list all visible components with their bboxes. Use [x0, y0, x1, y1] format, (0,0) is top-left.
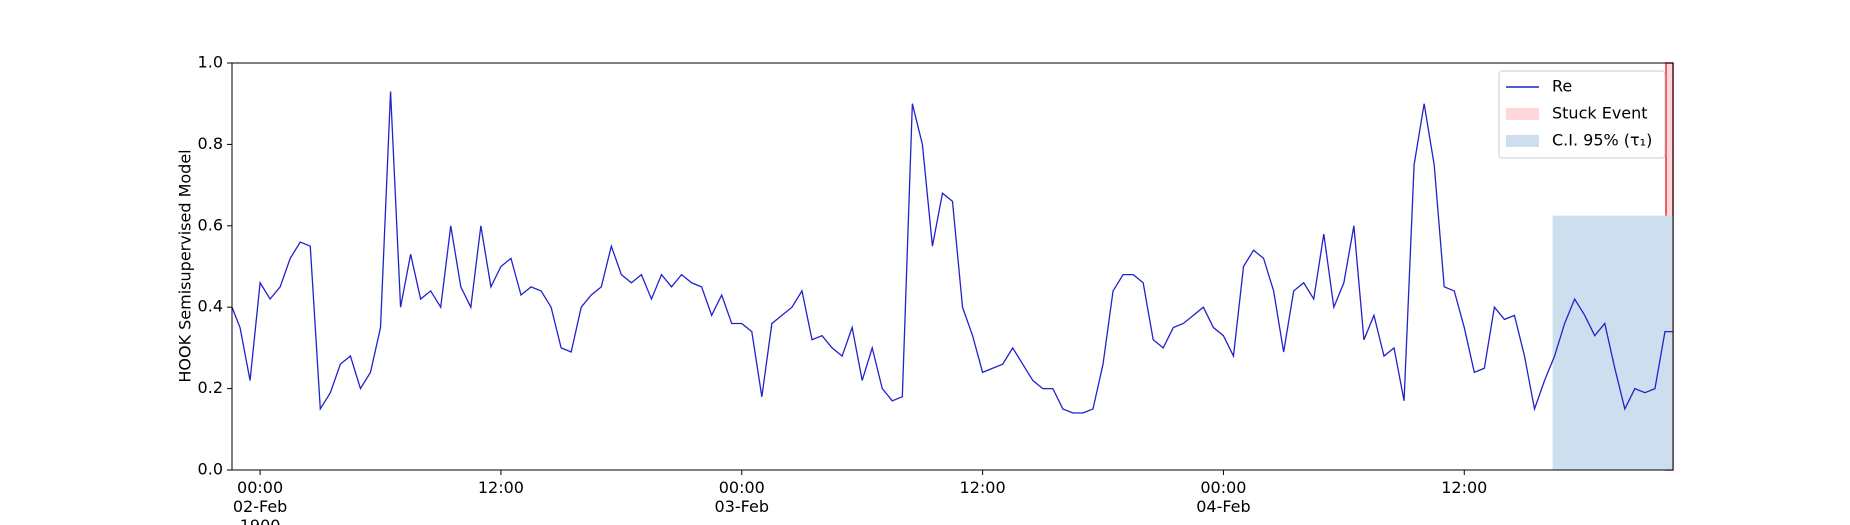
legend-patch	[1506, 135, 1539, 147]
legend-patch	[1506, 108, 1539, 120]
y-tick-label: 0.8	[198, 134, 223, 153]
legend-label: Stuck Event	[1552, 104, 1648, 123]
y-tick-label: 1.0	[198, 53, 223, 72]
y-axis-label: HOOK Semisupervised Model	[176, 149, 195, 382]
y-tick-label: 0.2	[198, 378, 223, 397]
x-tick-label: 12:00	[1441, 478, 1487, 497]
legend-box	[1498, 70, 1666, 159]
x-tick-label: 12:00	[478, 478, 524, 497]
y-tick-label: 0.6	[198, 215, 223, 234]
y-tick-label: 0.0	[198, 460, 223, 479]
plot-frame	[231, 62, 1674, 471]
x-tick-label: 12:00	[960, 478, 1006, 497]
x-tick-label: 00:00 04-Feb	[1196, 478, 1250, 516]
span	[1552, 215, 1673, 470]
data-line	[231, 91, 1673, 414]
y-tick-label: 0.4	[198, 297, 223, 316]
legend-label: C.I. 95% (τ₁)	[1552, 131, 1652, 150]
x-tick-label: 00:00 03-Feb	[715, 478, 769, 516]
legend-label: Re	[1552, 77, 1572, 96]
